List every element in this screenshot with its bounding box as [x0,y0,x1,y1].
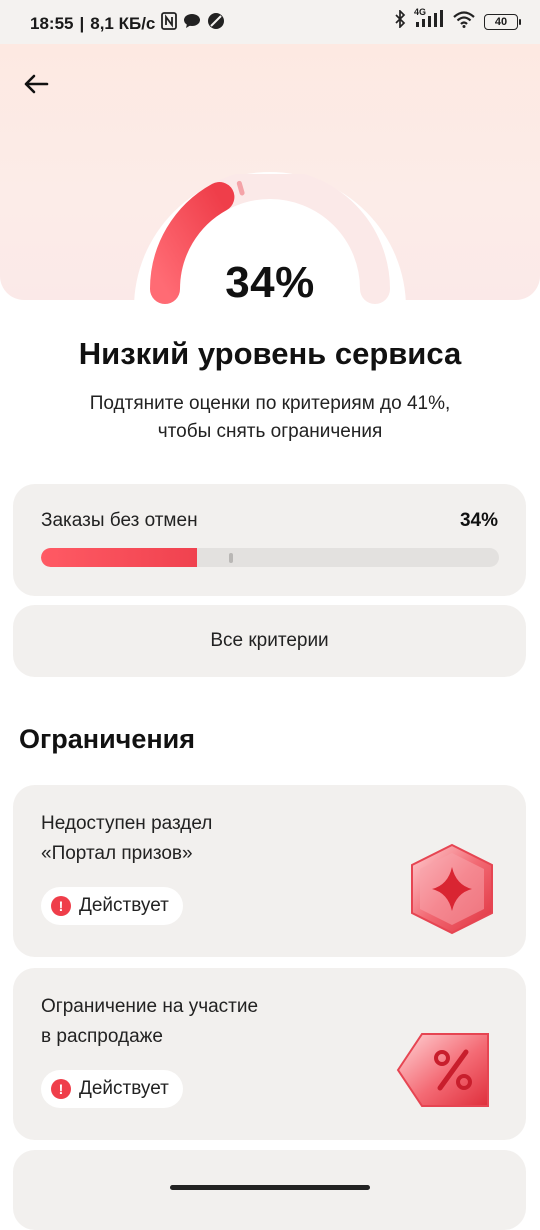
home-indicator[interactable] [170,1185,370,1190]
alert-icon: ! [51,896,71,916]
back-button[interactable] [14,66,58,102]
status-badge-label: Действует [79,895,169,916]
network-type: 4G [414,7,427,17]
restriction-card-sale[interactable]: Ограничение на участие в распродаже ! Де… [13,968,526,1140]
restriction-card-partial[interactable] [13,1150,526,1230]
gauge-value: 34% [225,258,315,307]
restriction-line-2: «Портал призов» [41,843,193,864]
status-badge: ! Действует [41,887,183,925]
status-right: 4G 40 [394,7,521,34]
nfc-icon [161,12,178,36]
alert-icon: ! [51,1079,71,1099]
hero-background [0,44,540,312]
restriction-line-2: в распродаже [41,1026,163,1047]
page-title: Низкий уровень сервиса [78,336,462,371]
metric-progress-track [41,548,499,567]
arrow-left-icon [24,74,49,94]
restriction-line-1: Недоступен раздел [41,813,213,834]
restriction-text: Недоступен раздел «Портал призов» [41,809,341,869]
status-bar: 18:55 | 8,1 КБ/с 4G 40 [0,0,540,44]
wifi-icon [452,10,476,34]
restriction-text: Ограничение на участие в распродаже [41,992,341,1052]
metric-value: 34% [459,510,498,531]
all-criteria-button[interactable]: Все критерии [13,605,526,677]
chat-icon [183,13,201,35]
metric-card[interactable]: Заказы без отмен 34% [13,484,526,596]
battery-icon: 40 [484,14,521,30]
gauge-target-marker [236,180,245,196]
prize-portal-icon [411,843,493,935]
restriction-line-1: Ограничение на участие [41,996,259,1017]
subtitle-line-2: чтобы снять ограничения [157,421,383,442]
page-subtitle: Подтяните оценки по критериям до 41%, чт… [40,390,500,446]
status-time: 18:55 [30,14,74,33]
bluetooth-icon [394,8,406,34]
status-separator: | [79,14,85,33]
signal-icon: 4G [414,7,444,34]
status-badge-label: Действует [79,1078,169,1099]
status-speed: 8,1 КБ/с [90,14,156,33]
metric-progress-fill [41,548,197,567]
app-icon [207,12,225,36]
metric-target-marker [228,553,233,563]
metric-label: Заказы без отмен [41,510,198,531]
status-badge: ! Действует [41,1070,183,1108]
subtitle-line-1: Подтяните оценки по критериям до 41%, [89,393,451,414]
restrictions-title: Ограничения [19,724,196,754]
status-left: 18:55 | 8,1 КБ/с [30,12,225,36]
discount-tag-icon [396,1033,489,1107]
gauge-fill [150,181,235,304]
service-gauge [150,174,390,304]
restriction-card-prize-portal[interactable]: Недоступен раздел «Портал призов» ! Дейс… [13,785,526,957]
